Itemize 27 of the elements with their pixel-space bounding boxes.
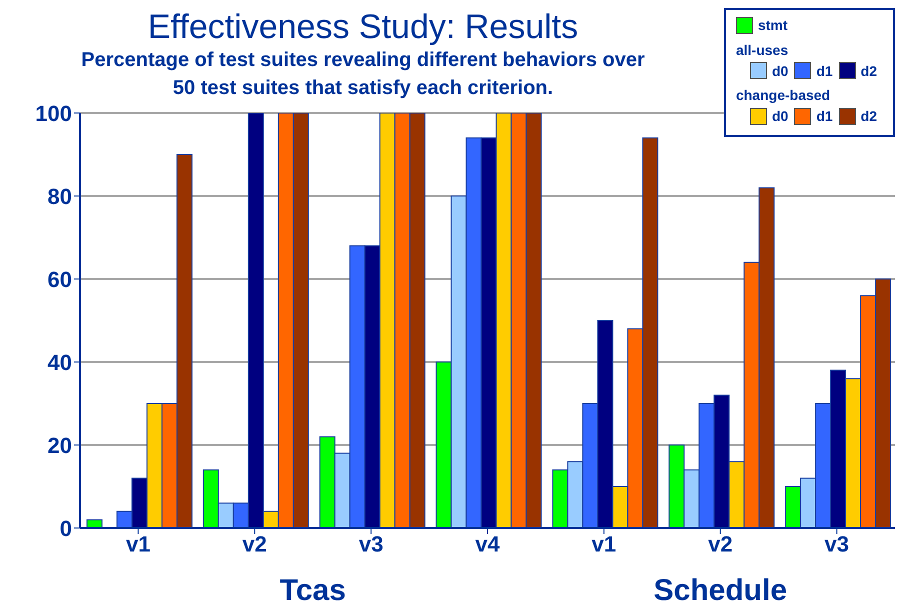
legend-label: d2 <box>860 107 877 125</box>
x-tick-label: v2 <box>242 532 267 557</box>
legend-label: d1 <box>815 107 833 125</box>
y-tick-label: 60 <box>48 266 72 292</box>
legend-label: d1 <box>815 62 833 80</box>
x-tick-label: v1 <box>126 532 150 557</box>
text: Tcas <box>278 574 347 608</box>
y-tick-label: 0 <box>60 516 72 541</box>
x-tick-label: v1 <box>592 532 616 557</box>
y-tick-label: 80 <box>48 184 72 209</box>
legend-label: d0 <box>770 107 788 125</box>
x-tick-label: v4 <box>475 532 500 557</box>
x-tick-label: v2 <box>708 532 733 557</box>
legend-label: stmt <box>756 16 788 34</box>
text: all-uses <box>736 40 790 58</box>
y-tick-label: 40 <box>48 350 72 375</box>
text: Schedule <box>652 574 788 608</box>
chart-title: Effectiveness Study: Results <box>146 8 580 46</box>
x-tick-label: v3 <box>358 532 384 557</box>
text: change-based <box>736 86 832 104</box>
legend-label: d2 <box>860 62 877 80</box>
y-tick-label: 100 <box>35 100 72 126</box>
legend-label: d0 <box>770 62 788 80</box>
chart-subtitle: Percentage of test suites revealing different behaviors over 50 test suites that satisfy each criterion. <box>80 48 646 101</box>
x-tick-label: v3 <box>824 532 850 557</box>
bar <box>86 519 102 528</box>
y-tick-label: 20 <box>48 432 72 458</box>
